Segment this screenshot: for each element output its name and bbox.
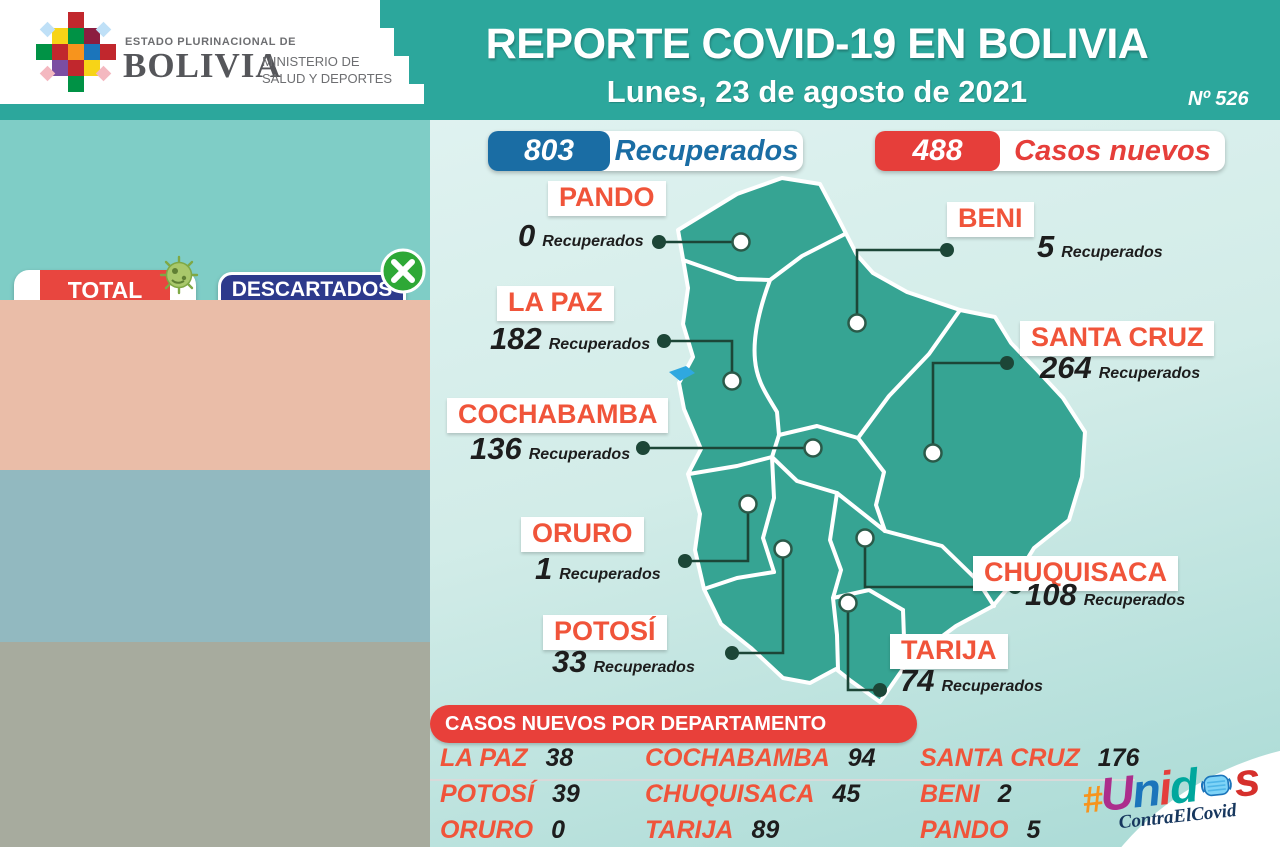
dept-label-santa-cruz: SANTA CRUZ <box>1020 321 1215 356</box>
label-end-dots <box>636 235 1022 697</box>
panel-total-casos: TOTAL CASOS 487.131 DESCARTADOS 1.749.86… <box>0 120 430 416</box>
dept-value-potosi: 33 Recuperados <box>552 644 695 679</box>
panel-tasa-letalidad: TASA DE LETALIDAD 1ra. OLA 6,2% 2da. OLA… <box>0 642 430 847</box>
report-date: Lunes, 23 de agosto de 2021 <box>606 74 1028 109</box>
connector-lines <box>643 240 1015 692</box>
table-row: BENI 2 <box>920 780 1012 808</box>
panel-decesos-activos: TOTAL DECESOS 18.313 HOY + 11 ACTIVOS 40… <box>0 470 430 642</box>
report-number: Nº 526 <box>1188 88 1249 110</box>
recuperados-badge-label: Recuperados <box>614 135 799 167</box>
dept-label-tarija: TARIJA <box>890 634 1008 669</box>
table-row: TARIJA 89 <box>645 816 780 844</box>
dept-value-chuquisaca: 108 Recuperados <box>1025 577 1186 612</box>
bolivia-mosaic-logo <box>36 12 116 92</box>
country-name: BOLIVIA <box>123 46 282 85</box>
unidos-wordmark: # U n i d s <box>1080 751 1261 821</box>
dept-value-la-paz: 182 Recuperados <box>490 321 651 356</box>
row-separator <box>430 779 1135 781</box>
dept-label-beni: BENI <box>947 202 1034 237</box>
casos-nuevos-badge: 488 Casos nuevos <box>875 131 1225 171</box>
header-bar: ESTADO PLURINACIONAL DE BOLIVIA MINISTER… <box>0 0 1280 120</box>
map-point-dots <box>722 232 943 613</box>
department-borders <box>681 232 996 671</box>
unidos-contra-el-covid-logo: # U n i d s ContraElCovid <box>1079 747 1280 838</box>
dept-value-pando: 0 Recuperados <box>518 218 644 253</box>
dept-value-tarija: 74 Recuperados <box>900 663 1043 698</box>
casos-nuevos-banner: CASOS NUEVOS POR DEPARTAMENTO <box>430 705 917 743</box>
table-row: SANTA CRUZ 176 <box>920 744 1140 772</box>
table-row: COCHABAMBA 94 <box>645 744 876 772</box>
country-outline <box>676 176 1087 704</box>
face-mask-icon <box>1200 774 1232 797</box>
table-row: ORURO 0 <box>440 816 565 844</box>
panel-total-recuperados: TOTAL RECUPERADOS 428.434 <box>0 300 430 754</box>
dept-label-cochabamba: COCHABAMBA <box>447 398 669 433</box>
ministry-line2: SALUD Y DEPORTES <box>262 70 393 86</box>
dept-value-oruro: 1 Recuperados <box>535 551 661 586</box>
header-logo-block: ESTADO PLURINACIONAL DE BOLIVIA MINISTER… <box>0 0 424 104</box>
casos-nuevos-badge-value: 488 <box>875 131 1000 171</box>
table-row: POTOSÍ 39 <box>440 780 580 808</box>
page-title: REPORTE COVID-19 EN BOLIVIA <box>485 20 1149 68</box>
descartados-label: DESCARTADOS <box>231 278 393 301</box>
casos-nuevos-badge-label: Casos nuevos <box>1014 135 1211 167</box>
lake-titicaca <box>669 366 695 381</box>
dept-value-cochabamba: 136 Recuperados <box>470 431 631 466</box>
table-row: LA PAZ 38 <box>440 744 574 772</box>
dept-label-pando: PANDO <box>548 181 666 216</box>
dept-value-beni: 5 Recuperados <box>1037 229 1163 264</box>
table-row: CHUQUISACA 45 <box>645 780 861 808</box>
casos-nuevos-table: LA PAZ 38 COCHABAMBA 94 SANTA CRUZ 176 P… <box>440 744 1150 847</box>
map-section: 803 Recuperados 488 Casos nuevos <box>430 120 1280 847</box>
virus-icon <box>159 255 199 295</box>
dept-label-chuquisaca: CHUQUISACA <box>973 556 1179 591</box>
dept-label-oruro: ORURO <box>521 517 644 552</box>
dept-label-potosi: POTOSÍ <box>543 615 667 650</box>
estado-plurinacional-label: ESTADO PLURINACIONAL DE <box>125 36 297 48</box>
dept-value-santa-cruz: 264 Recuperados <box>1040 350 1201 385</box>
ministry-line1: MINISTERIO DE <box>262 54 360 69</box>
discarded-x-icon <box>380 248 426 294</box>
dept-label-la-paz: LA PAZ <box>497 286 614 321</box>
recuperados-badge: 803 Recuperados <box>488 131 803 171</box>
ministry-name: MINISTERIO DE SALUD Y DEPORTES <box>262 54 392 88</box>
recuperados-badge-value: 803 <box>488 131 610 171</box>
table-row: PANDO 5 <box>920 816 1041 844</box>
